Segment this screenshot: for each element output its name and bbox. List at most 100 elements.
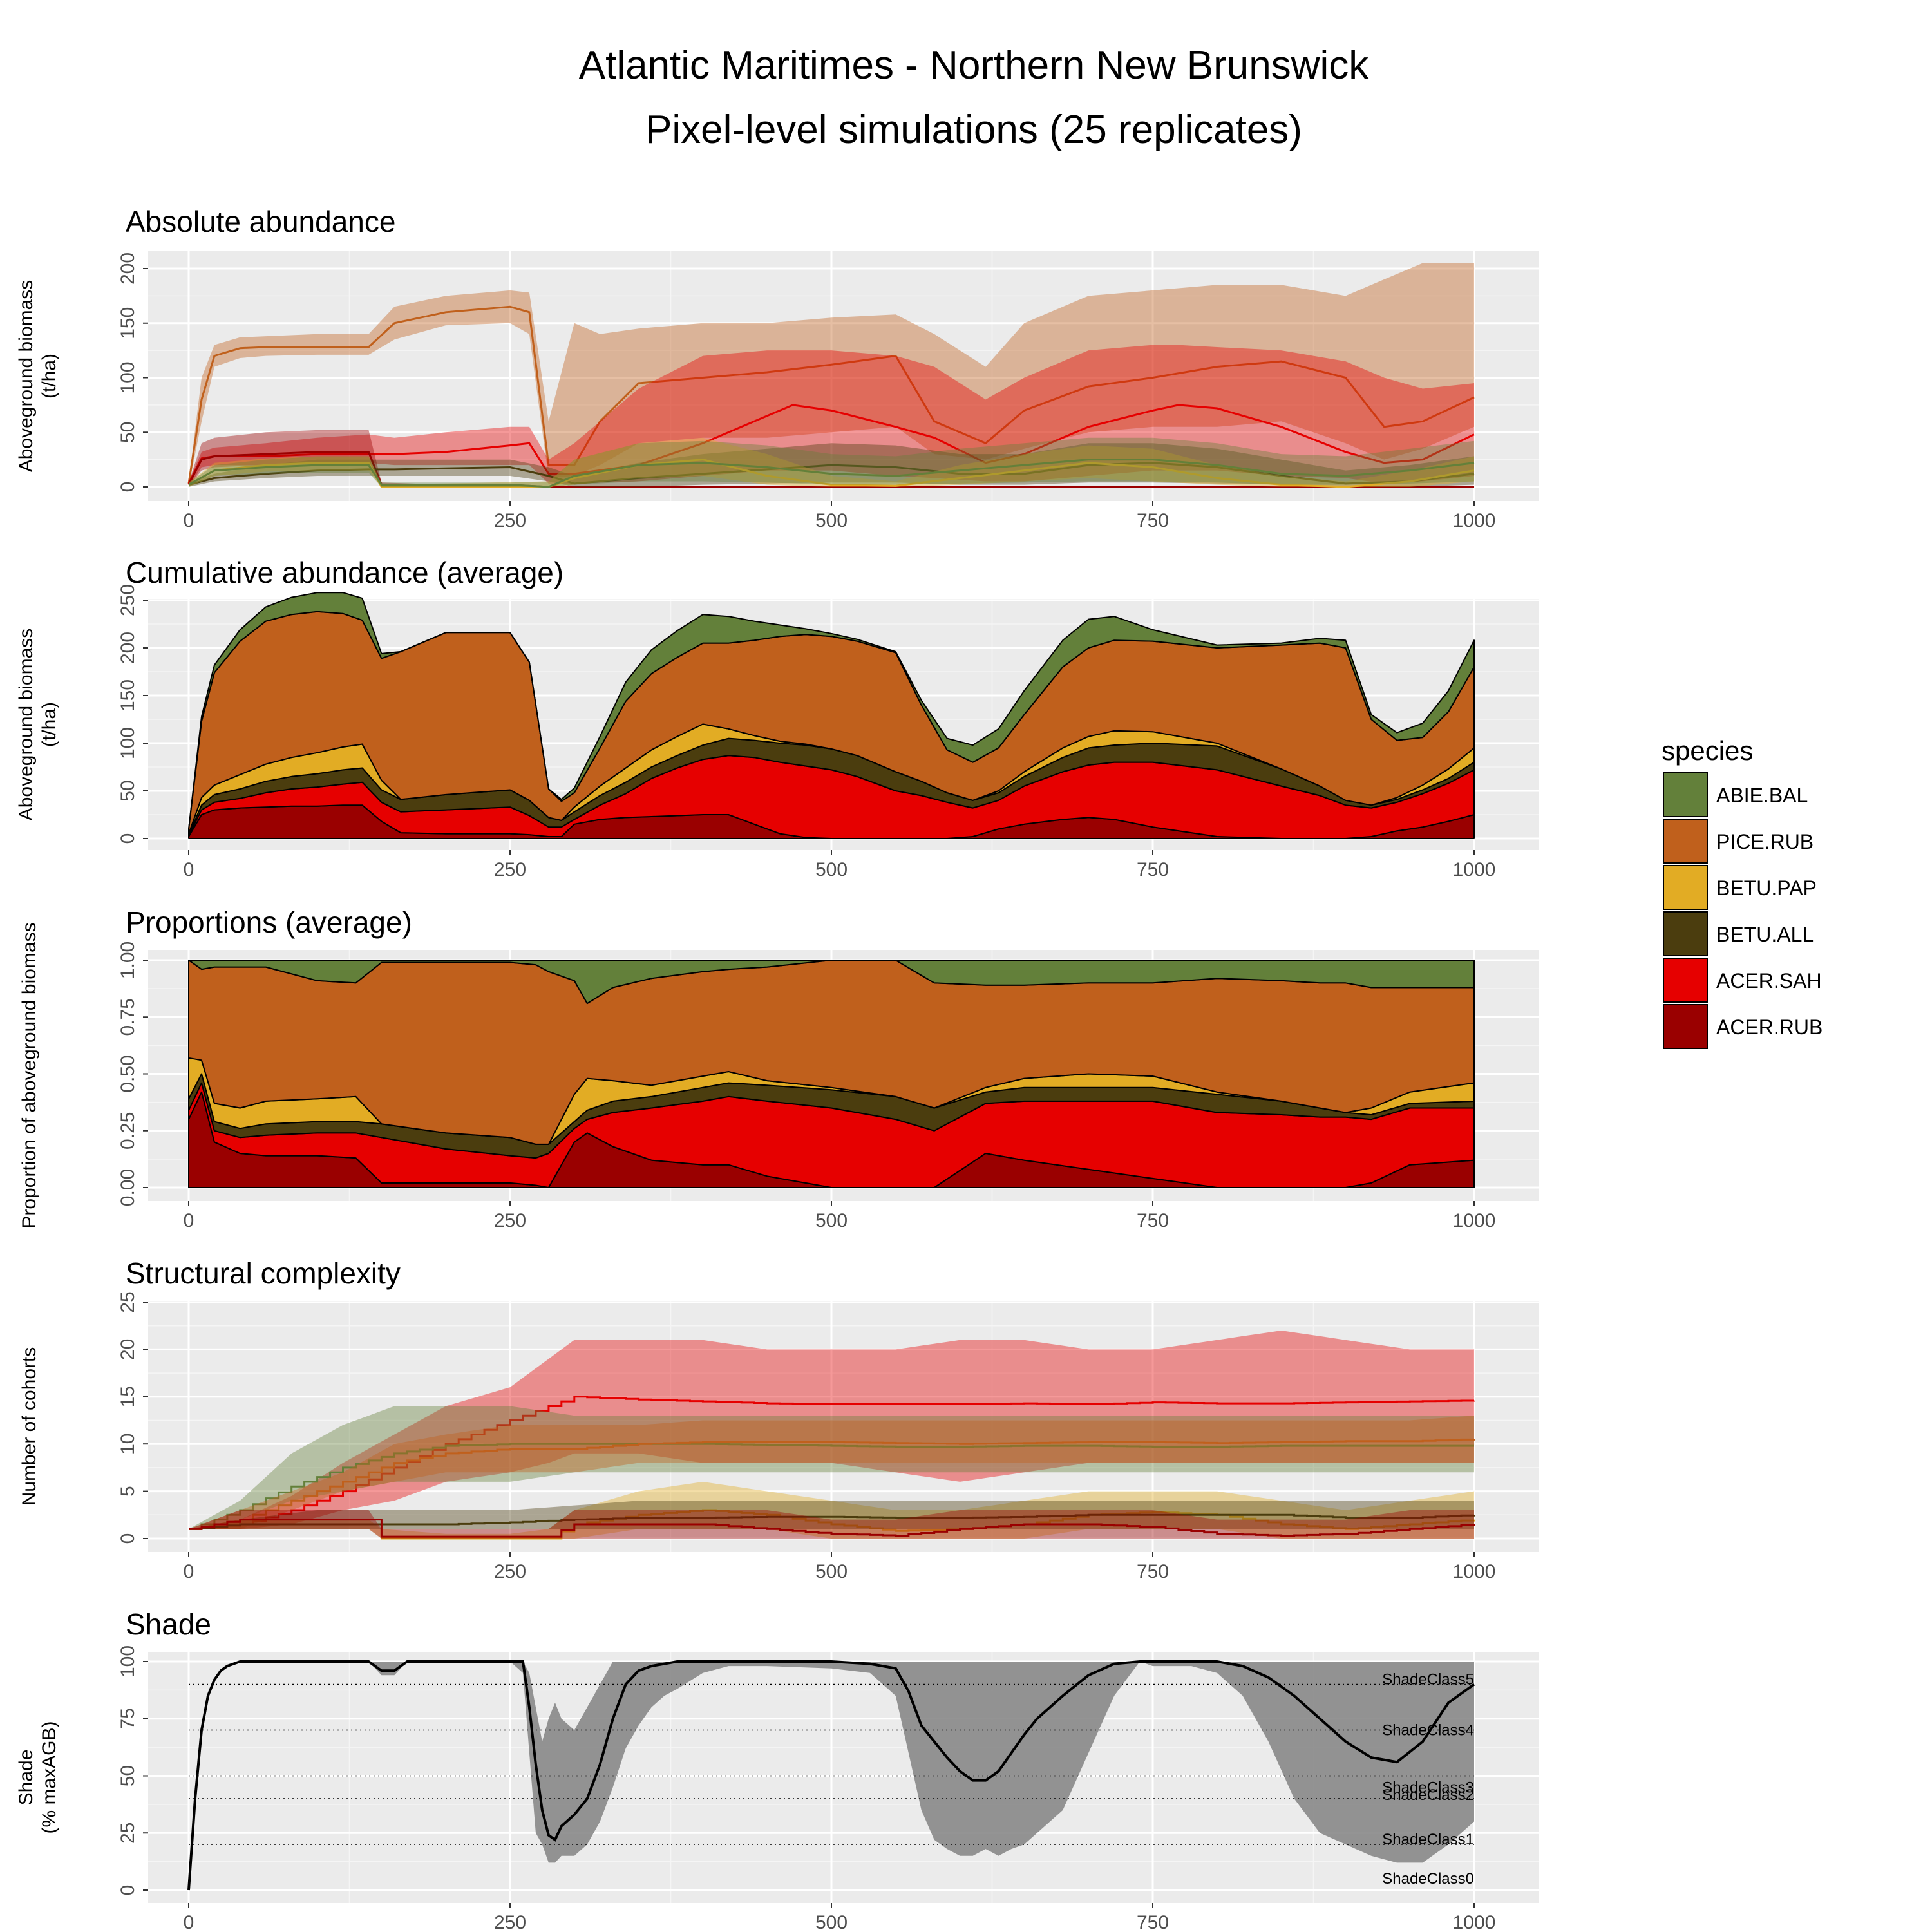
y-tick-label: 0.25 [117, 1112, 138, 1150]
y-tick-label: 5 [117, 1486, 138, 1497]
legend-label: ACER.RUB [1716, 1016, 1823, 1039]
band-pice-rub [189, 263, 1474, 487]
band-acer-rub [189, 430, 1474, 487]
legend-label: ACER.SAH [1716, 969, 1822, 992]
figure-title-line1: Atlantic Maritimes - Northern New Brunsw… [579, 43, 1370, 88]
legend: species ABIE.BAL PICE.RUB BETU.PAP BETU.ALL… [1662, 735, 1823, 1049]
line-acer-sah [187, 404, 1475, 484]
y-axis-label: Proportion of aboveground biomass [19, 922, 40, 1228]
shade-class-label: ShadeClass1 [1382, 1831, 1474, 1848]
x-tick-label: 0 [184, 1210, 194, 1231]
band-pice-rub [189, 1416, 1474, 1530]
shade-mean-line [187, 1660, 1475, 1891]
line-betu-pap [189, 1509, 1475, 1540]
y-tick-label: 50 [117, 422, 138, 443]
line-pice-rub [189, 1438, 1475, 1530]
band-acer-sah [189, 345, 1474, 487]
shade-class-label: ShadeClass4 [1382, 1722, 1474, 1739]
y-tick-label: 0.00 [117, 1169, 138, 1206]
x-tick-label: 500 [815, 510, 848, 531]
y-axis-label: (t/ha) [39, 354, 60, 399]
shade-class-label: ShadeClass2 [1382, 1786, 1474, 1804]
y-tick-label: 25 [117, 1823, 138, 1844]
legend-items: ABIE.BAL PICE.RUB BETU.PAP BETU.ALL ACER.SAH… [1663, 772, 1823, 1049]
line-acer-rub [189, 1519, 1475, 1538]
y-tick-label: 0.75 [117, 998, 138, 1036]
y-tick-label: 50 [117, 1765, 138, 1786]
legend-title: species [1662, 735, 1753, 766]
legend-swatch [1663, 865, 1708, 910]
y-tick-label: 150 [117, 679, 138, 712]
y-axis-label: (% maxAGB) [39, 1721, 60, 1833]
band-acer-rub [189, 1510, 1474, 1539]
y-tick-label: 200 [117, 252, 138, 285]
x-tick-label: 1000 [1453, 510, 1496, 531]
y-tick-label: 15 [117, 1386, 138, 1407]
x-tick-label: 250 [494, 1912, 526, 1932]
legend-label: BETU.PAP [1716, 876, 1817, 900]
plot-area [189, 1331, 1475, 1540]
y-tick-label: 100 [117, 361, 138, 393]
line-betu-all [188, 462, 1475, 486]
stack-abie-bal [188, 960, 1475, 1005]
line-abie-bal [188, 459, 1475, 488]
legend-swatch [1663, 772, 1708, 817]
x-tick-label: 250 [494, 1561, 526, 1582]
legend-item-acer-sah: ACER.SAH [1663, 958, 1822, 1003]
y-tick-label: 10 [117, 1434, 138, 1455]
band-abie-bal [189, 437, 1474, 487]
plot-area [188, 592, 1475, 839]
x-tick-label: 750 [1137, 1912, 1169, 1932]
band-betu-pap [189, 1481, 1474, 1539]
y-tick-label: 200 [117, 632, 138, 664]
band-abie-bal [189, 1406, 1474, 1530]
y-axis-label: Aboveground biomass [15, 629, 37, 821]
legend-swatch [1663, 1004, 1708, 1049]
y-tick-label: 0 [117, 1533, 138, 1544]
shade-class-label: ShadeClass0 [1382, 1870, 1474, 1888]
plot-area: ShadeClass5ShadeClass4ShadeClass3ShadeCl… [187, 1660, 1475, 1891]
line-pice-rub [187, 305, 1475, 484]
panel-cumulative: 0 250 500 750 1000050100150200250Cumulative … [15, 556, 1539, 880]
legend-item-acer-rub: ACER.RUB [1663, 1004, 1823, 1049]
y-tick-label: 0 [117, 482, 138, 493]
line-betu-all [189, 1513, 1475, 1530]
line-acer-sah [189, 1396, 1475, 1530]
panel-title: Structural complexity [126, 1256, 401, 1290]
panel-title: Shade [126, 1607, 211, 1641]
y-tick-label: 50 [117, 780, 138, 801]
panel-title: Cumulative abundance (average) [126, 556, 564, 589]
shade-band [189, 1662, 1474, 1890]
y-tick-label: 0 [117, 1885, 138, 1896]
band-betu-pap [189, 437, 1474, 487]
figure-title-line2: Pixel-level simulations (25 replicates) [645, 108, 1302, 152]
y-tick-label: 100 [117, 1645, 138, 1678]
y-axis-label: Shade [15, 1750, 37, 1806]
line-betu-pap [188, 459, 1475, 488]
plot-area [187, 263, 1475, 488]
y-axis-label: Number of cohorts [19, 1347, 40, 1506]
legend-label: BETU.ALL [1716, 923, 1814, 946]
y-tick-label: 150 [117, 307, 138, 339]
legend-item-pice-rub: PICE.RUB [1663, 819, 1814, 864]
panel-absolute: 0 250 500 750 1000 0 50 100 150 200 Absolute abund… [15, 205, 1539, 531]
legend-item-betu-all: BETU.ALL [1663, 911, 1814, 956]
x-tick-label: 750 [1137, 859, 1169, 880]
stack-abie-bal [188, 592, 1475, 830]
band-acer-sah [189, 1331, 1474, 1530]
legend-swatch [1663, 911, 1708, 956]
legend-swatch [1663, 958, 1708, 1003]
x-tick-label: 250 [494, 859, 526, 880]
x-tick-label: 500 [815, 1912, 848, 1932]
x-tick-label: 0 [184, 1561, 194, 1582]
plot-area [188, 960, 1475, 1188]
x-tick-label: 250 [494, 510, 526, 531]
y-tick-label: 0 [117, 833, 138, 844]
x-tick-label: 0 [184, 1912, 194, 1932]
panel-proportions: 0 250 500 750 1000 0.00 0.25 0.50 0.75 1.00 Propor… [19, 905, 1539, 1231]
y-tick-label: 250 [117, 584, 138, 616]
x-tick-label: 750 [1137, 1210, 1169, 1231]
shade-class-label: ShadeClass5 [1382, 1671, 1474, 1689]
